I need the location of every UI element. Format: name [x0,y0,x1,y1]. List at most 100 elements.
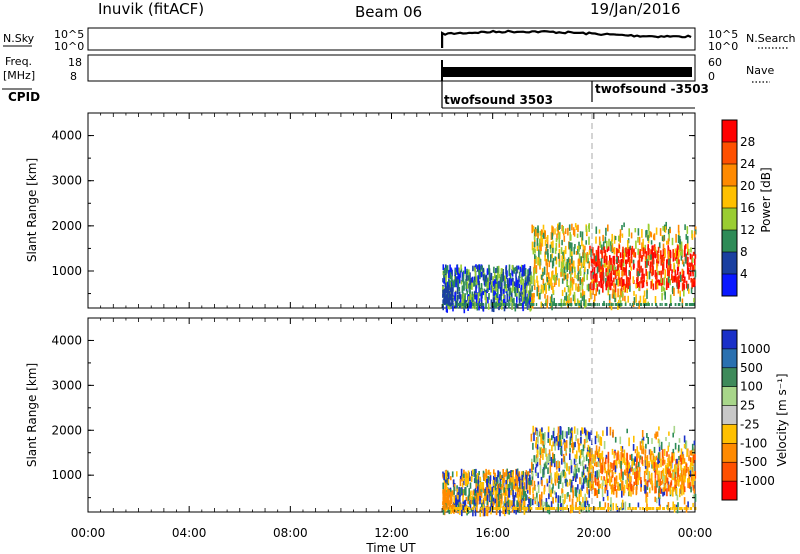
echo-point [464,471,467,481]
echo-point [561,239,563,246]
echo-point [449,502,451,507]
echo-point [551,231,554,240]
echo-point [652,259,655,265]
echo-point [556,470,558,479]
echo-point [598,289,601,295]
echo-point [649,453,652,460]
echo-point [596,274,598,283]
echo-point [455,268,457,274]
echo-point [609,255,611,263]
nsky-strip: N.Sky 10^5 10^0 10^5 10^0 N.Search [3,27,796,53]
echo-point [626,428,628,434]
echo-point [485,507,488,516]
echo-point [575,283,577,291]
echo-point [475,294,478,301]
echo-point [628,480,631,488]
echo-point [669,228,671,234]
echo-point [608,469,611,477]
nsky-trace [441,29,692,48]
echo-point [472,490,474,496]
echo-point [546,301,548,309]
echo-point [588,236,590,245]
echo-point [497,288,499,295]
colorbar-swatch [722,443,737,463]
echo-point [689,303,692,306]
echo-point [588,468,591,475]
echo-point [500,287,503,296]
echo-point [598,229,601,234]
echo-point [577,224,579,233]
echo-point [518,298,521,305]
echo-point [690,287,693,294]
echo-point [629,480,632,490]
echo-point [515,508,517,515]
echo-point [562,507,564,510]
echo-point [481,503,483,508]
echo-point [462,478,465,486]
echo-point [582,469,585,476]
echo-point [447,297,450,302]
echo-point [451,300,454,305]
echo-point [579,477,581,485]
echo-point [627,460,629,469]
echo-point [536,287,539,293]
echo-point [662,449,664,458]
echo-point [610,264,612,272]
echo-point [638,268,640,274]
echo-point [621,291,624,298]
echo-point [640,265,642,273]
echo-point [493,507,495,510]
echo-point [464,488,466,496]
echo-point [680,254,683,261]
echo-point [469,279,471,285]
echo-point [676,277,678,284]
echo-point [639,467,641,472]
echo-point [525,297,527,307]
echo-point [605,477,608,482]
echo-point [673,452,675,461]
echo-point [500,484,503,490]
echo-point [677,502,679,507]
echo-point [499,494,501,501]
echo-point [547,456,550,463]
echo-point [607,224,609,232]
echo-point [619,259,621,268]
echo-point [602,507,604,510]
echo-point [481,482,483,490]
echo-point [537,472,539,479]
echo-point [630,488,632,497]
echo-point [654,296,657,304]
echo-point [451,491,454,496]
echo-point [670,464,672,469]
echo-point [638,456,641,463]
colorbar-tick-label: -25 [740,417,760,431]
echo-point [681,507,683,510]
echo-point [684,248,686,256]
echo-point [619,507,622,510]
echo-point [670,456,672,465]
echo-point [546,295,549,304]
freq-strip: Freq. [MHz] 18 8 60 0 Nave [3,54,774,83]
echo-point [694,254,697,259]
echo-point [550,489,552,498]
echo-point [512,474,514,483]
nave-tick-bottom: 0 [708,70,715,83]
echo-point [496,278,499,288]
colorbar-tick-label: 4 [740,267,748,281]
echo-point [535,507,537,510]
echo-point [520,295,523,302]
echo-point [680,462,682,471]
echo-point [556,273,558,281]
echo-point [582,496,584,503]
echo-point [611,263,613,271]
echo-point [511,264,514,271]
echo-point [682,475,684,481]
echo-point [667,507,669,510]
echo-point [537,435,539,444]
echo-point [535,427,538,435]
echo-point [571,255,573,264]
echo-point [507,507,509,510]
echo-point [600,271,603,279]
